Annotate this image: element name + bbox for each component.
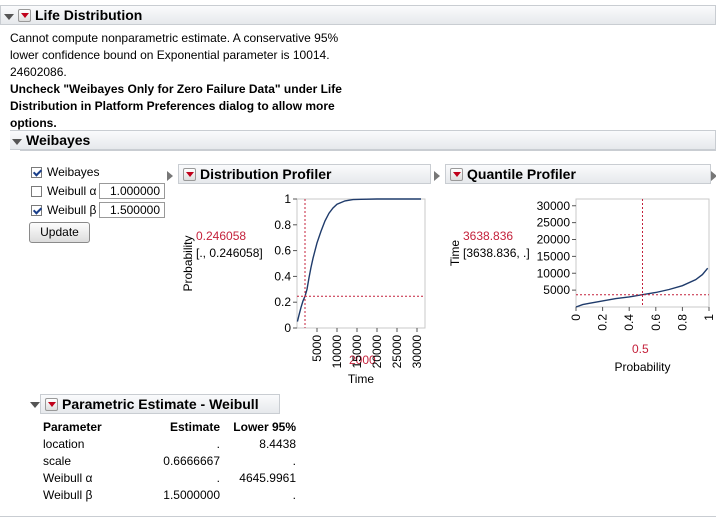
quant-profiler-header[interactable]: Quantile Profiler: [445, 164, 711, 184]
option-weibull-alpha[interactable]: Weibull α: [31, 184, 96, 198]
x-tick-label: 0.2: [596, 314, 610, 331]
table-row: location . 8.4438: [43, 435, 296, 452]
weibull-beta-checkbox[interactable]: [31, 204, 42, 216]
param-name: scale: [43, 453, 72, 468]
y-tick-label: 30000: [537, 199, 571, 213]
parameter-estimate-table: Parameter Estimate Lower 95% location . …: [43, 418, 296, 503]
outline-disclosure-icon[interactable]: [711, 170, 716, 184]
param-estimate: 0.6666667: [163, 453, 220, 468]
red-triangle-menu-icon[interactable]: [18, 8, 31, 22]
red-triangle-menu-icon[interactable]: [45, 397, 58, 411]
y-axis-label: Time: [448, 240, 462, 267]
x-axis-label: Time: [348, 372, 375, 386]
dist-profiler-title: Distribution Profiler: [200, 166, 332, 182]
weibull-alpha-label: Weibull α: [47, 184, 97, 198]
y-tick-label: 1: [284, 192, 291, 206]
x-tick-label: 30000: [410, 335, 424, 369]
param-name: Weibull β: [43, 487, 93, 502]
y-tick-label: 25000: [537, 216, 571, 230]
param-estimate: .: [216, 436, 220, 451]
x-tick-label: 0.4: [622, 314, 636, 331]
param-lower95: 8.4438: [259, 436, 296, 451]
table-row: Weibull α . 4645.9961: [43, 469, 296, 486]
quant-y-value: 3638.836: [463, 229, 514, 243]
quant-profiler-title: Quantile Profiler: [467, 166, 576, 182]
collapse-disclosure-icon[interactable]: [434, 171, 440, 181]
param-lower95: .: [292, 487, 296, 502]
param-name: location: [43, 436, 85, 451]
life-distribution-title: Life Distribution: [35, 7, 143, 23]
column-header: Parameter: [43, 419, 102, 434]
message-bold: Uncheck "Weibayes Only for Zero Failure …: [10, 82, 342, 130]
life-distribution-header[interactable]: Life Distribution: [0, 5, 716, 25]
param-estimate: .: [216, 470, 220, 485]
quant-profiler-disclosure[interactable]: [434, 170, 440, 184]
table-header-row: Parameter Estimate Lower 95%: [43, 418, 296, 435]
param-estimate-disclosure[interactable]: [30, 397, 40, 411]
x-tick-label: 0: [569, 314, 583, 321]
param-lower95: .: [292, 453, 296, 468]
y-axis-label: Probability: [181, 235, 195, 291]
dist-x-value[interactable]: 2000: [349, 353, 376, 367]
red-triangle-menu-icon[interactable]: [450, 167, 463, 181]
x-tick-label: 15000: [350, 335, 364, 369]
y-tick-label: 10000: [537, 266, 571, 280]
y-tick-label: 0.2: [274, 295, 291, 309]
x-tick-label: 10000: [330, 335, 344, 369]
x-tick-label: 20000: [370, 335, 384, 369]
x-axis-label: Probability: [614, 360, 670, 374]
y-tick-label: 5000: [543, 283, 570, 297]
weibull-beta-input[interactable]: 1.500000: [99, 202, 165, 218]
param-estimate-title: Parametric Estimate - Weibull: [62, 396, 259, 412]
y-tick-label: 0.4: [274, 269, 291, 283]
x-tick-label: 0.6: [649, 314, 663, 331]
update-button[interactable]: Update: [29, 222, 90, 243]
column-header: Estimate: [169, 419, 220, 434]
y-tick-label: 20000: [537, 233, 571, 247]
param-estimate-header[interactable]: Parametric Estimate - Weibull: [40, 394, 280, 414]
param-lower95: 4645.9961: [239, 470, 296, 485]
red-triangle-menu-icon[interactable]: [183, 167, 196, 181]
y-tick-label: 0: [284, 321, 291, 335]
weibayes-checkbox[interactable]: [31, 166, 42, 178]
table-row: scale 0.6666667 .: [43, 452, 296, 469]
collapse-disclosure-icon[interactable]: [167, 171, 173, 181]
x-tick-label: 25000: [390, 335, 404, 369]
x-tick-label: 1: [702, 314, 713, 321]
weibayes-title: Weibayes: [26, 132, 91, 148]
param-estimate: 1.5000000: [163, 487, 220, 502]
quant-y-ci: [3638.836, .]: [463, 246, 530, 260]
weibayes-header[interactable]: Weibayes: [10, 130, 716, 150]
message: Cannot compute nonparametric estimate. A…: [10, 30, 350, 132]
table-row: Weibull β 1.5000000 .: [43, 486, 296, 503]
column-header: Lower 95%: [233, 419, 296, 434]
dist-profiler-header[interactable]: Distribution Profiler: [178, 164, 431, 184]
collapse-disclosure-icon[interactable]: [4, 7, 14, 23]
dist-y-ci: [., 0.246058]: [196, 246, 263, 260]
quant-x-value[interactable]: 0.5: [632, 342, 649, 356]
weibayes-label: Weibayes: [47, 165, 100, 179]
plot-frame: [296, 198, 426, 329]
dist-y-value: 0.246058: [196, 229, 247, 243]
message-plain: Cannot compute nonparametric estimate. A…: [10, 31, 339, 79]
dist-profiler-disclosure[interactable]: [167, 170, 173, 184]
x-tick-label: 5000: [310, 335, 324, 362]
collapse-disclosure-icon[interactable]: [12, 132, 22, 148]
y-tick-label: 0.6: [274, 244, 291, 258]
option-weibull-beta[interactable]: Weibull β: [31, 203, 96, 217]
profile-curve: [296, 198, 421, 322]
weibull-beta-label: Weibull β: [47, 203, 97, 217]
profile-curve: [575, 267, 709, 308]
param-name: Weibull α: [43, 470, 93, 485]
y-tick-label: 0.8: [274, 218, 291, 232]
weibull-alpha-input[interactable]: 1.000000: [99, 183, 165, 199]
y-tick-label: 15000: [537, 249, 571, 263]
x-tick-label: 0.8: [675, 314, 689, 331]
weibull-alpha-checkbox[interactable]: [31, 185, 42, 197]
option-weibayes[interactable]: Weibayes: [31, 165, 99, 179]
